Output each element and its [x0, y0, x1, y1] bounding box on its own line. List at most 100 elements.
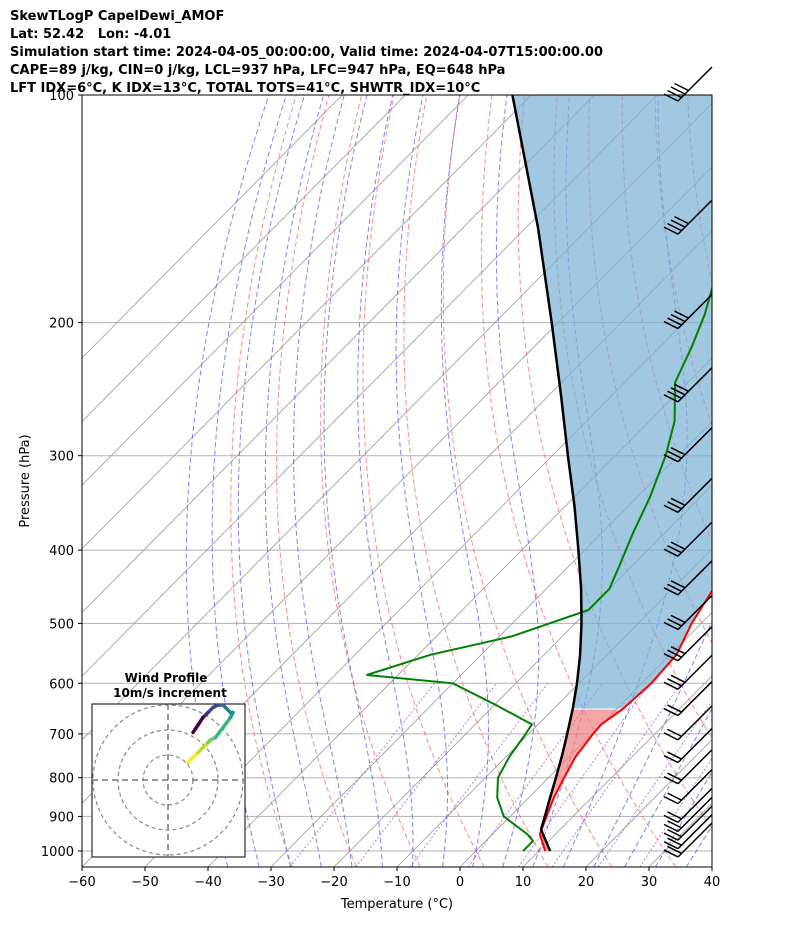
- y-tick-label: 800: [49, 772, 74, 787]
- dry-adiabat: [786, 95, 794, 867]
- wind-barb: [663, 654, 713, 690]
- moist-adiabat: [211, 95, 287, 867]
- wind-barb: [663, 521, 713, 557]
- isotherm-line: [144, 293, 712, 867]
- wind-barb: [663, 560, 713, 596]
- moist-adiabat: [357, 95, 414, 867]
- wind-barb: [663, 367, 713, 403]
- moist-adiabat: [495, 95, 540, 867]
- isotherm-line: [82, 95, 595, 614]
- mixing-ratio-line: [518, 683, 650, 867]
- dry-adiabat: [362, 95, 485, 867]
- isotherm-line: [82, 95, 406, 423]
- dry-adiabat: [517, 95, 712, 830]
- isotherm-line: [711, 866, 712, 867]
- mixing-ratio-line: [409, 683, 549, 867]
- mixing-ratio-line: [597, 700, 712, 867]
- y-tick-label: 400: [49, 544, 74, 559]
- dry-adiabat: [230, 95, 297, 867]
- wind-barb: [663, 294, 713, 330]
- moist-adiabat: [593, 619, 712, 867]
- moist-adiabat: [237, 95, 305, 867]
- wind-barb: [663, 594, 713, 631]
- mixing-ratio-line: [355, 683, 498, 867]
- hodograph-segment: [221, 715, 233, 730]
- cin-area: [539, 709, 623, 851]
- wind-barb: [663, 626, 713, 662]
- wind-barb: [663, 681, 713, 717]
- moist-adiabat: [293, 95, 353, 867]
- dry-adiabat: [442, 95, 613, 867]
- parcel-line: [511, 95, 583, 852]
- isotherm-line: [82, 95, 343, 359]
- isotherm-line: [396, 548, 712, 867]
- moist-adiabat: [185, 95, 270, 867]
- location-line: Lat: 52.42 Lon: -4.01: [10, 27, 172, 42]
- hodograph-inset: Wind Profile 10m/s increment: [91, 671, 246, 858]
- x-tick-label: −40: [194, 875, 221, 890]
- time-line: Simulation start time: 2024-04-05_00:00:…: [10, 45, 603, 60]
- dry-adiabat: [320, 95, 421, 867]
- isotherm-line: [333, 484, 712, 867]
- y-tick-label: 100: [49, 89, 74, 104]
- x-tick-label: 20: [578, 875, 595, 890]
- moist-adiabat: [264, 95, 325, 867]
- moist-adiabat: [323, 95, 383, 867]
- moist-adiabat: [440, 95, 489, 867]
- hodograph-subtitle: 10m/s increment: [113, 686, 227, 700]
- dewpoint-line: [366, 284, 712, 852]
- chart-header: SkewTLogP CapelDewi_AMOF Lat: 52.42 Lon: …: [10, 8, 603, 98]
- x-tick-label: 40: [704, 875, 721, 890]
- wind-barb: [663, 749, 713, 785]
- dry-adiabat: [480, 95, 677, 867]
- y-tick-label: 500: [49, 617, 74, 632]
- mixing-ratio-line: [551, 683, 682, 867]
- dry-adiabat: [276, 95, 357, 867]
- dry-adiabat: [753, 95, 794, 867]
- y-tick-label: 300: [49, 450, 74, 465]
- wind-barb: [663, 787, 713, 824]
- y-tick-label: 600: [49, 677, 74, 692]
- wind-barb: [663, 427, 713, 463]
- y-tick-label: 700: [49, 728, 74, 743]
- wind-barb: [663, 805, 713, 841]
- x-axis-label: Temperature (°C): [340, 897, 453, 912]
- mixing-ratio-line: [639, 757, 712, 867]
- y-tick-label: 200: [49, 317, 74, 332]
- x-tick-label: 0: [456, 875, 464, 890]
- mixing-ratio-line: [467, 683, 603, 867]
- moist-adiabat: [532, 95, 603, 867]
- x-tick-label: −30: [257, 875, 284, 890]
- wind-barb: [663, 199, 713, 235]
- indices-line-2: LFT IDX=6°C, K IDX=13°C, TOTAL TOTS=41°C…: [10, 81, 481, 96]
- hodograph-segment: [191, 723, 200, 735]
- isotherm-line: [522, 675, 712, 867]
- x-tick-label: −20: [320, 875, 347, 890]
- x-tick-label: −60: [68, 875, 95, 890]
- wind-barb: [663, 769, 713, 805]
- cape-area: [512, 95, 712, 709]
- hodograph-title: Wind Profile: [125, 671, 208, 685]
- wind-barb: [663, 814, 713, 850]
- moist-adiabat: [395, 95, 448, 867]
- isotherm-line: [270, 420, 712, 867]
- wind-barb: [663, 796, 713, 833]
- y-tick-label: 900: [49, 810, 74, 825]
- isotherm-line: [82, 95, 532, 550]
- wind-barb: [663, 727, 713, 764]
- y-tick-label: 1000: [41, 845, 74, 860]
- dry-adiabat: [720, 95, 794, 867]
- wind-barb: [663, 705, 713, 741]
- wind-barb: [663, 477, 713, 513]
- hodograph-plot: [92, 704, 245, 857]
- hodograph-segment: [213, 725, 225, 740]
- temperature-line: [538, 589, 712, 852]
- x-tick-label: −50: [131, 875, 158, 890]
- isotherm-line: [82, 95, 469, 486]
- dry-adiabat: [403, 95, 549, 867]
- x-tick-label: 30: [641, 875, 658, 890]
- indices-line-1: CAPE=89 j/kg, CIN=0 j/kg, LCL=937 hPa, L…: [10, 63, 506, 78]
- isotherm-line: [82, 95, 658, 677]
- y-axis-label: Pressure (hPa): [18, 434, 33, 527]
